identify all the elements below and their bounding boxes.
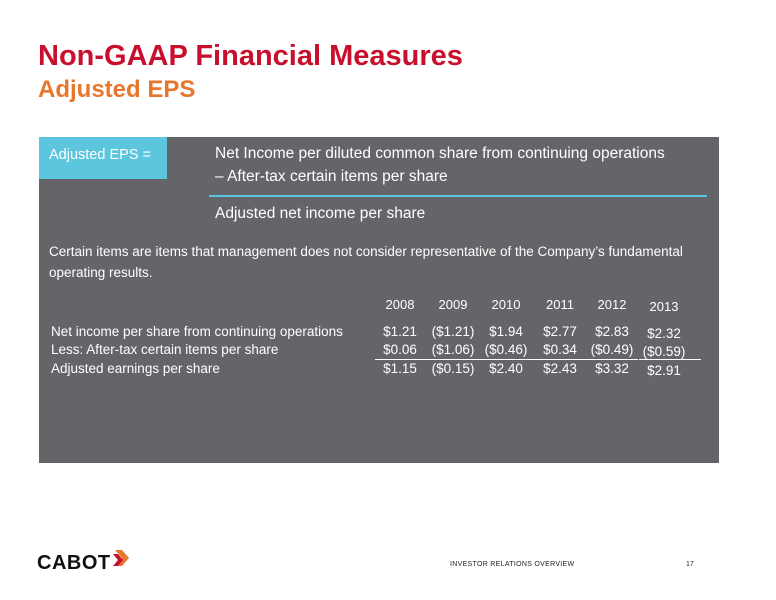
formula-result: Adjusted net income per share	[215, 205, 426, 222]
sum-rule	[375, 359, 638, 360]
footer-label: INVESTOR RELATIONS OVERVIEW	[450, 561, 575, 568]
table-cell: ($0.49)	[590, 342, 634, 357]
table-cell: $2.40	[489, 361, 523, 376]
adjusted-eps-label: Adjusted EPS =	[39, 137, 167, 179]
year-header: 2011	[546, 297, 574, 312]
logo-chevron-icon	[112, 550, 129, 566]
table-cell: $1.15	[383, 361, 417, 376]
year-header: 2009	[438, 297, 468, 312]
logo-text: CABOT	[37, 551, 111, 574]
table-cell: $1.94	[489, 324, 523, 339]
sum-rule	[639, 359, 701, 360]
year-header: 2012	[597, 297, 627, 312]
formula-line-1: Net Income per diluted common share from…	[215, 145, 665, 162]
table-cell: ($0.46)	[484, 342, 528, 357]
table-cell: $2.32	[647, 326, 681, 341]
page-number: 17	[686, 561, 694, 568]
table-cell: $1.21	[383, 324, 417, 339]
year-header: 2008	[385, 297, 415, 312]
table-cell: $2.77	[543, 324, 577, 339]
table-cell: $0.06	[383, 342, 417, 357]
table-cell: $2.43	[543, 361, 577, 376]
table-cell: ($0.15)	[431, 361, 475, 376]
table-cell: $2.83	[595, 324, 629, 339]
row-label-net-income: Net income per share from continuing ope…	[51, 324, 343, 339]
cabot-logo: CABOT	[37, 550, 131, 576]
row-label-certain-items: Less: After-tax certain items per share	[51, 342, 279, 357]
table-cell: ($1.06)	[431, 342, 475, 357]
year-header: 2010	[491, 297, 521, 312]
formula-divider	[209, 195, 707, 197]
formula-line-2: – After-tax certain items per share	[215, 168, 448, 185]
row-label-adjusted-eps: Adjusted earnings per share	[51, 361, 220, 376]
content-panel: Adjusted EPS = Net Income per diluted co…	[39, 137, 719, 463]
year-header: 2013	[649, 299, 679, 314]
certain-items-note: Certain items are items that management …	[49, 244, 683, 280]
table-cell: $0.34	[543, 342, 577, 357]
slide-title: Non-GAAP Financial Measures	[38, 40, 463, 72]
table-cell: ($1.21)	[431, 324, 475, 339]
table-cell: ($0.59)	[642, 344, 686, 359]
table-cell: $3.32	[595, 361, 629, 376]
table-cell: $2.91	[647, 363, 681, 378]
slide-subtitle: Adjusted EPS	[38, 76, 196, 103]
